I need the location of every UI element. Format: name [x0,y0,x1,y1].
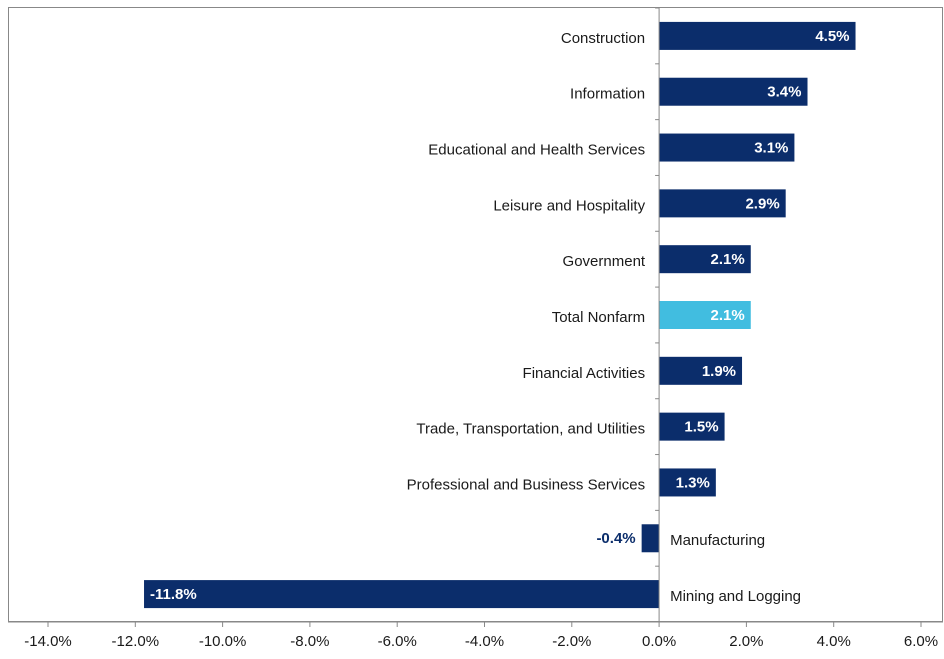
x-tick-label: 0.0% [642,633,676,650]
value-label: 4.5% [815,28,849,45]
bar [659,412,725,441]
category-label: Total Nonfarm [552,309,645,326]
x-tick-label: 6.0% [904,633,938,650]
value-label: 3.1% [754,140,788,157]
category-label: Professional and Business Services [407,476,645,493]
value-label: 2.1% [711,307,745,324]
bar [659,133,795,162]
value-label: 3.4% [767,84,801,101]
bar [659,245,751,274]
x-tick-label: -2.0% [552,633,591,650]
bar [641,524,660,553]
x-tick-label: -4.0% [465,633,504,650]
bar [659,21,856,50]
x-tick-label: 2.0% [729,633,763,650]
category-label: Educational and Health Services [428,142,645,159]
category-label: Manufacturing [670,532,765,549]
bar [659,77,808,106]
category-label: Leisure and Hospitality [493,197,645,214]
value-label: 1.3% [676,474,710,491]
category-label: Mining and Logging [670,588,801,605]
x-tick-label: 4.0% [817,633,851,650]
category-label: Government [563,253,646,270]
value-label: 1.5% [684,419,718,436]
value-label: -11.8% [150,586,197,603]
x-tick-label: -14.0% [24,633,72,650]
category-label: Financial Activities [523,365,646,382]
x-tick-label: -12.0% [112,633,160,650]
x-tick-label: -8.0% [290,633,329,650]
bar [144,580,660,609]
value-label: 2.9% [745,195,779,212]
x-tick-label: -6.0% [378,633,417,650]
value-label: 2.1% [711,251,745,268]
bar [659,356,743,385]
bar [659,301,751,329]
x-tick-label: -10.0% [199,633,247,650]
category-label: Information [570,86,645,103]
value-label: -0.4% [596,530,635,547]
bar [659,189,786,218]
value-label: 1.9% [702,363,736,380]
category-label: Construction [561,30,645,47]
bar [659,468,716,497]
category-label: Trade, Transportation, and Utilities [416,421,645,438]
